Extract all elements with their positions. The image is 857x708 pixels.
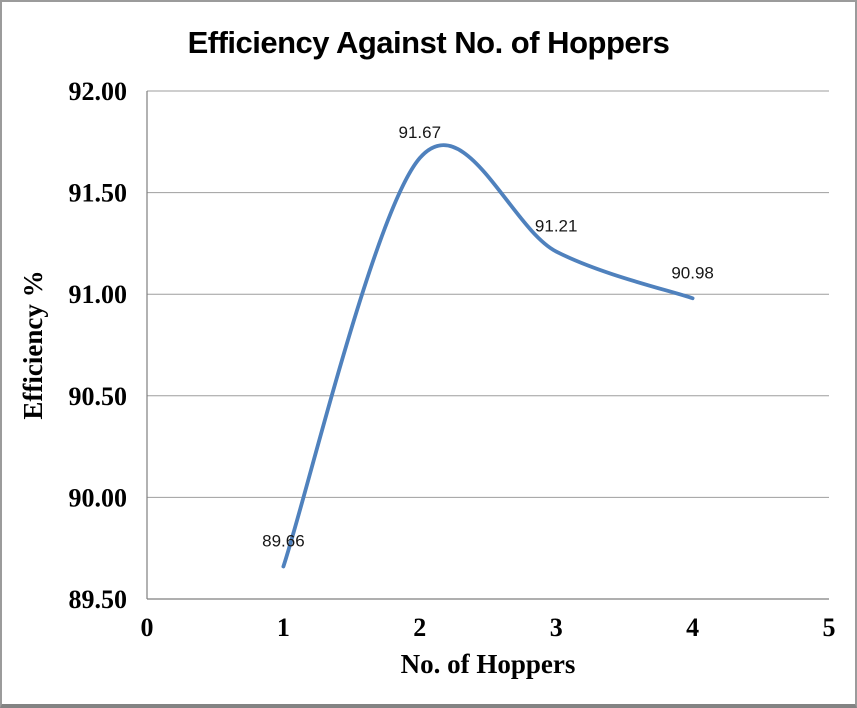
y-tick-label: 89.50 bbox=[69, 585, 128, 614]
data-label: 91.21 bbox=[535, 217, 578, 236]
data-label: 89.66 bbox=[262, 531, 305, 550]
x-axis-title: No. of Hoppers bbox=[401, 649, 576, 679]
x-tick-label: 4 bbox=[686, 613, 699, 642]
y-tick-label: 91.50 bbox=[69, 179, 128, 208]
y-tick-label: 90.00 bbox=[69, 483, 128, 512]
x-tick-label: 0 bbox=[141, 613, 154, 642]
y-tick-label: 91.00 bbox=[69, 280, 128, 309]
x-tick-label: 5 bbox=[823, 613, 836, 642]
chart-title: Efficiency Against No. of Hoppers bbox=[187, 25, 670, 60]
x-tick-label: 3 bbox=[550, 613, 563, 642]
x-tick-label: 1 bbox=[277, 613, 290, 642]
y-tick-label: 90.50 bbox=[69, 382, 128, 411]
data-label: 90.98 bbox=[671, 263, 714, 282]
data-label: 91.67 bbox=[399, 123, 442, 142]
x-tick-label: 2 bbox=[413, 613, 426, 642]
y-tick-label: 92.00 bbox=[69, 77, 128, 106]
y-axis-title: Efficiency % bbox=[18, 270, 48, 419]
series-line bbox=[281, 143, 695, 569]
